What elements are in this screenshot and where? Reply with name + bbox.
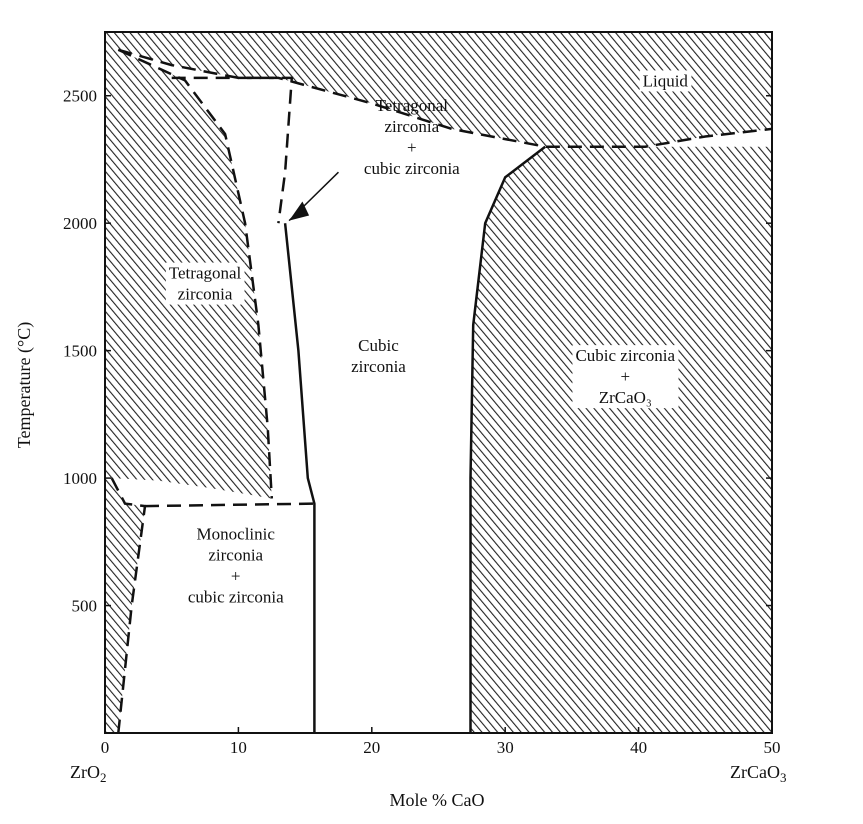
x-right-end-label: ZrCaO3 [730, 762, 786, 785]
x-tick-label: 50 [764, 738, 781, 757]
hatched-regions [105, 32, 772, 733]
label-backing [165, 262, 245, 305]
region-label-line: Cubic [358, 336, 399, 355]
x-tick-label: 10 [230, 738, 247, 757]
region-label-monoclinic-cubic: Monoclinic zirconia + cubic zirconia [188, 524, 284, 606]
region-labels: Liquid Tetragonal zirconia Tetragonal zircon… [165, 70, 692, 606]
region-label-line: Tetragonal [169, 264, 242, 283]
x-axis-title: Mole % CaO [390, 790, 485, 810]
region-label-line: + [620, 367, 630, 386]
region-label-line: zirconia [351, 357, 406, 376]
region-label-line: Monoclinic [197, 524, 276, 543]
y-axis-title: Temperature (°C) [14, 322, 35, 448]
label-backing [572, 345, 679, 409]
region-label-line: zirconia [384, 117, 439, 136]
tetragonal-limit-line [117, 48, 274, 499]
y-tick-label: 1000 [63, 469, 97, 488]
monoclinic-region [105, 478, 145, 733]
x-tick-label: 30 [497, 738, 514, 757]
liquidus-line [117, 48, 773, 148]
region-label-line: cubic zirconia [364, 159, 460, 178]
region-label-liquid: Liquid [639, 70, 692, 92]
region-label-line: Liquid [643, 71, 689, 90]
region-label-line: cubic zirconia [188, 587, 284, 606]
pointer-arrowhead [289, 201, 310, 221]
cubic-left-solid-line [283, 223, 316, 733]
plot-frame [104, 31, 773, 734]
region-label-line: zirconia [178, 285, 233, 304]
region-label-tetragonal: Tetragonal zirconia [165, 262, 245, 305]
y-tick-label: 1500 [63, 342, 97, 361]
x-tick-label: 20 [363, 738, 380, 757]
region-label-line: ZrCaO₃ [599, 388, 652, 407]
cubic-zrcao3-region [470, 146, 772, 733]
region-label-line: + [231, 566, 241, 585]
y-tick-label: 2500 [63, 87, 97, 106]
phase-boundaries [110, 48, 773, 734]
y-tick-label: 500 [72, 597, 98, 616]
region-label-line: Cubic zirconia [575, 346, 675, 365]
region-label-tetragonal-cubic: Tetragonal zirconia + cubic zirconia [364, 96, 460, 178]
region-label-line: + [407, 138, 417, 157]
cubic-right-solid-line [469, 145, 546, 733]
region-label-cubic: Cubic zirconia [351, 336, 406, 376]
y-tick-label: 2000 [63, 214, 97, 233]
region-label-line: zirconia [208, 545, 263, 564]
region-label-line: Tetragonal [376, 96, 449, 115]
x-tick-label: 0 [101, 738, 110, 757]
axis-ticks: 0 10 20 30 40 50 500 1000 1500 2000 2500 [63, 87, 781, 757]
monoclinic-limit-line [110, 477, 147, 734]
eutectoid-line [144, 502, 315, 508]
liquid-region [105, 32, 772, 147]
x-left-end-label: ZrO2 [70, 762, 107, 785]
label-backing [639, 70, 692, 92]
cubic-upper-dashed-line [171, 76, 294, 224]
x-tick-label: 40 [630, 738, 647, 757]
region-label-cubic-zrcao3: Cubic zirconia + ZrCaO₃ [572, 345, 679, 409]
